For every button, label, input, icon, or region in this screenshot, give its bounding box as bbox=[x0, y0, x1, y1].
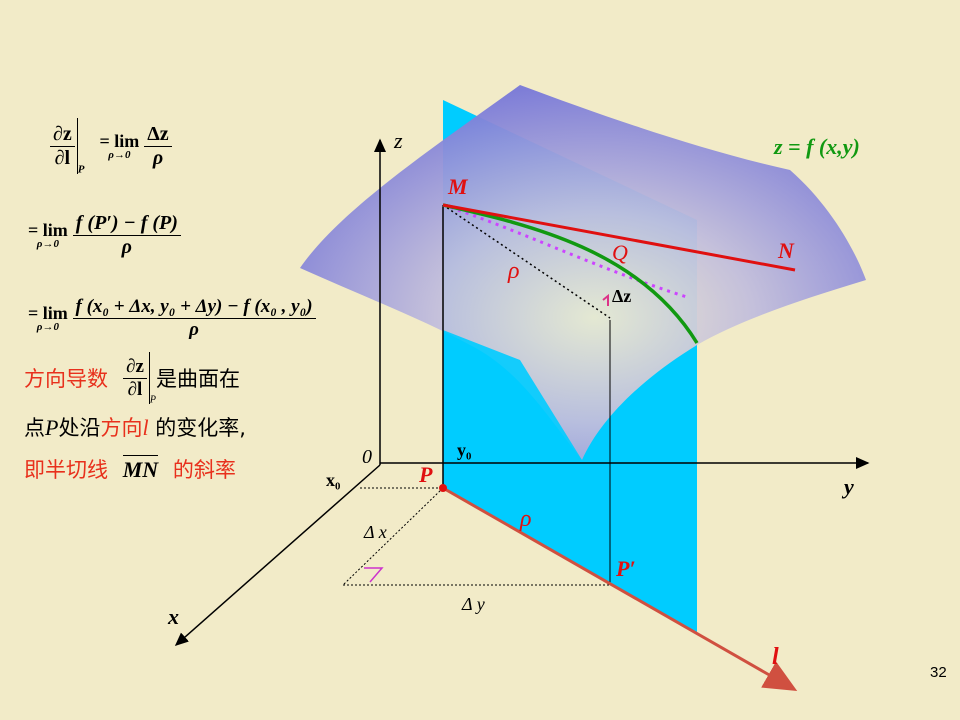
direction-l bbox=[442, 486, 798, 691]
text-line-3-a: 即半切线 bbox=[24, 458, 108, 482]
x0-label: x₀ bbox=[326, 470, 341, 490]
point-n-label: N bbox=[778, 238, 794, 263]
text-line-1-a: 方向导数 bbox=[24, 367, 108, 391]
z-axis-label: z bbox=[394, 128, 403, 153]
formula-1-lhs-num: ∂z bbox=[50, 123, 75, 147]
text-line-2-p: P bbox=[45, 415, 59, 440]
text-line-2: 点P处沿方向l 的变化率, bbox=[24, 412, 246, 442]
formula-3-frac: f (x₀ + Δx, y₀ + Δy) − f (x₀ , y₀) ρ bbox=[72, 296, 316, 341]
formula-1-lhs-sub: P bbox=[77, 163, 85, 176]
delta-y-label: Δ y bbox=[462, 594, 485, 614]
point-q-label: Q bbox=[612, 240, 628, 265]
formula-1-rhs-num: Δz bbox=[144, 123, 172, 147]
surface bbox=[300, 85, 866, 460]
text-line-3-mn: MN bbox=[122, 455, 159, 482]
text-line-2-a: 点 bbox=[24, 416, 45, 440]
section-curve bbox=[442, 203, 699, 344]
text-line-1-frac: ∂z ∂l bbox=[123, 356, 147, 401]
formula-1-rhs: Δz ρ bbox=[144, 123, 172, 170]
rho-upper-label: ρ bbox=[508, 258, 520, 284]
delta-z-label: Δz bbox=[612, 286, 632, 306]
formula-2-lim-text: = lim bbox=[28, 220, 68, 240]
formula-2-num: f (P′) − f (P) bbox=[72, 212, 181, 236]
dotted-dx bbox=[342, 487, 444, 586]
text-line-2-b: 处沿 bbox=[58, 416, 101, 440]
formula-2-frac: f (P′) − f (P) ρ bbox=[72, 212, 181, 259]
text-line-2-l: l bbox=[142, 415, 149, 440]
text-line-1: 方向导数 ∂z ∂l P 是曲面在 bbox=[24, 352, 240, 406]
formula-line-1: ∂z ∂l P = lim ρ→0 Δz ρ bbox=[50, 118, 172, 176]
formula-3-lim-text: = lim bbox=[28, 303, 68, 323]
formula-3-den: ρ bbox=[189, 319, 199, 340]
text-line-1-frac-num: ∂z bbox=[123, 356, 147, 379]
dz-marker bbox=[602, 293, 609, 306]
x-axis-label: x bbox=[168, 604, 179, 629]
dotted-rho bbox=[442, 204, 611, 319]
delta-x-label: Δ x bbox=[364, 522, 387, 542]
vertical-plane-front bbox=[443, 330, 697, 632]
point-p-label: P bbox=[419, 462, 433, 487]
formula-3-num: f (x₀ + Δx, y₀ + Δy) − f (x₀ , y₀) bbox=[72, 296, 316, 319]
text-line-3-b: 的斜率 bbox=[172, 458, 236, 482]
point-p-prime-label: P′ bbox=[616, 556, 636, 581]
right-angle-marker bbox=[364, 567, 384, 583]
surface-label: z = f (x,y) bbox=[774, 134, 860, 159]
formula-2-lim: = lim ρ→0 bbox=[28, 221, 68, 250]
formula-1-lim-text: = lim bbox=[99, 130, 140, 151]
text-line-1-b: 是曲面在 bbox=[156, 367, 241, 391]
formula-1-rhs-den: ρ bbox=[152, 146, 164, 169]
tangent-mn bbox=[442, 203, 796, 272]
point-m-label: M bbox=[448, 174, 468, 199]
formula-line-2: = lim ρ→0 f (P′) − f (P) ρ bbox=[28, 212, 181, 259]
formula-3-lim: = lim ρ→0 bbox=[28, 304, 68, 333]
formula-1-lim: = lim ρ→0 bbox=[100, 132, 140, 161]
y0-label: y₀ bbox=[457, 440, 472, 460]
formula-1-lhs-den: ∂l bbox=[54, 146, 71, 169]
text-line-1-frac-den: ∂l bbox=[127, 378, 143, 400]
formula-line-3: = lim ρ→0 f (x₀ + Δx, y₀ + Δy) − f (x₀ ,… bbox=[28, 296, 316, 341]
formula-1-lhs: ∂z ∂l bbox=[50, 123, 75, 170]
rho-lower-label: ρ bbox=[520, 506, 532, 532]
direction-l-label: l bbox=[772, 644, 779, 670]
formula-3-lim-sub: ρ→0 bbox=[36, 321, 59, 333]
formula-1-lim-sub: ρ→0 bbox=[108, 148, 131, 161]
y-axis-label: y bbox=[844, 474, 854, 499]
text-line-1-frac-sub: P bbox=[149, 394, 157, 406]
text-line-3: 即半切线 MN 的斜率 bbox=[24, 454, 236, 484]
formula-2-lim-sub: ρ→0 bbox=[36, 238, 59, 250]
formula-2-den: ρ bbox=[121, 236, 132, 258]
text-line-2-d: 的变化率, bbox=[148, 416, 246, 440]
x-axis bbox=[174, 464, 381, 646]
page-number: 32 bbox=[930, 664, 947, 681]
text-line-2-c: 方向 bbox=[100, 416, 143, 440]
point-p-dot bbox=[439, 484, 447, 492]
origin-label: 0 bbox=[362, 446, 372, 468]
